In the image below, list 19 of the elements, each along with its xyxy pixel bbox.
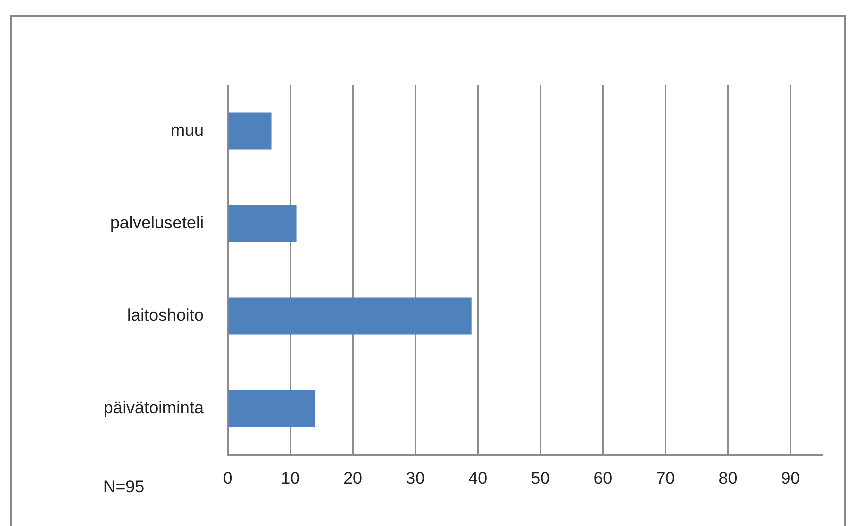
x-tick-label: 10 — [281, 468, 300, 488]
bar — [228, 112, 272, 150]
x-tick-label: 50 — [531, 468, 550, 488]
y-tick-label: palveluseteli — [110, 213, 204, 232]
x-tick-label: 70 — [656, 468, 676, 488]
y-tick-label: laitoshoito — [127, 306, 204, 325]
x-tick-label: 90 — [781, 468, 800, 488]
y-tick-label: päivätoiminta — [104, 398, 205, 418]
x-tick-label: 60 — [594, 468, 613, 488]
bar — [228, 205, 297, 242]
x-tick-label: 40 — [468, 468, 488, 488]
x-tick-label: 30 — [406, 468, 426, 488]
bar — [228, 298, 472, 335]
text: N=95 — [103, 478, 145, 497]
x-tick-label: 80 — [718, 468, 738, 488]
bar — [228, 390, 316, 428]
x-tick-label: 20 — [344, 468, 363, 488]
y-tick-label: muu — [170, 120, 204, 140]
x-tick-label: 0 — [223, 468, 233, 488]
